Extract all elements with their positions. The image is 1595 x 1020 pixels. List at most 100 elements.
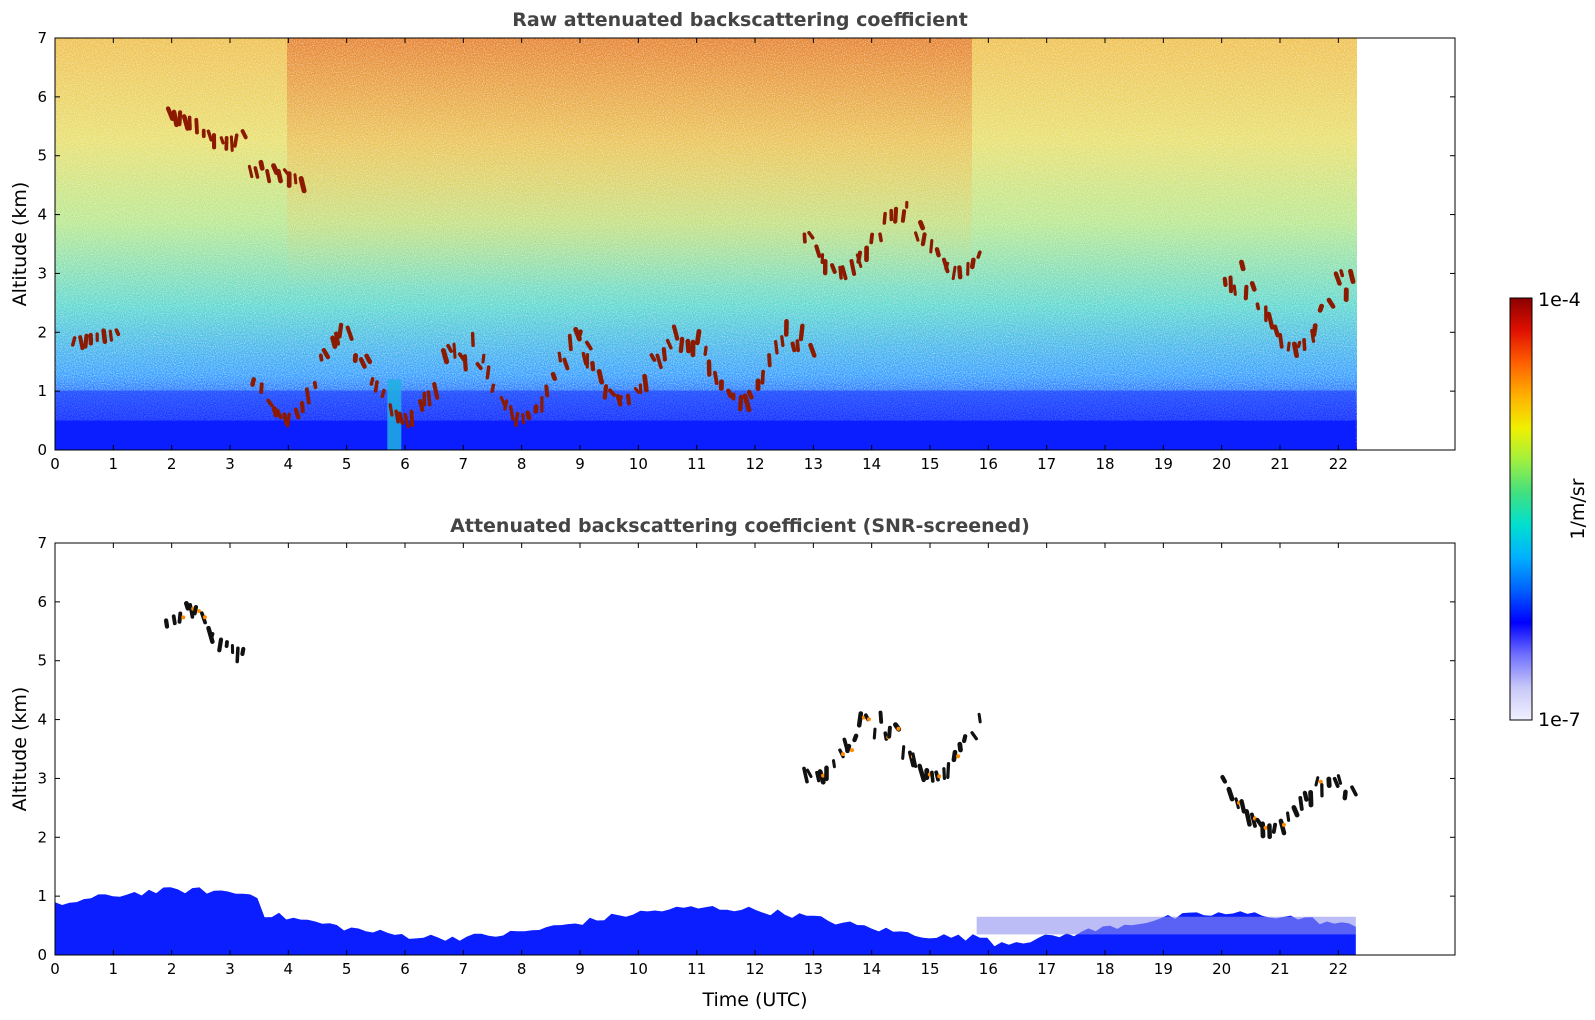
cloud-edge-point [850,748,854,753]
cloud-segment [1333,271,1342,286]
cloud-segment [713,370,719,386]
cloud-segment [1302,790,1309,802]
cloud-segment [171,109,179,128]
cloud-segment [1286,811,1291,822]
x-tick-label: 15 [920,960,939,978]
cloud-segment [671,324,680,341]
x-tick-label: 7 [459,455,469,473]
cloud-segment [661,347,667,362]
cloud-segment [233,133,239,148]
cloud-segment [108,329,114,342]
cloud-segment [856,250,863,264]
cloud-segment [409,409,415,427]
x-tick-label: 7 [459,960,469,978]
x-tick-label: 16 [979,455,998,473]
cloud-segment [485,365,491,380]
cloud-edge-point [821,773,826,778]
cloud-segment [388,403,394,417]
cloud-segment [380,388,386,399]
y-tick-label: 7 [37,534,47,552]
colorbar-gradient [1509,297,1533,721]
cloud-segment [299,400,305,414]
colorbar: 1e-4 1e-7 1/m/sr [1509,289,1589,731]
cloud-segment [503,399,509,411]
cloud-segment [838,265,843,280]
cloud-segment [957,741,963,753]
y-tick-label: 0 [37,946,47,964]
x-tick-label: 14 [862,960,881,978]
cloud-segment [805,768,813,779]
cloud-segment [475,361,483,371]
cloud-segment [1291,805,1300,818]
cloud-segment [163,618,170,629]
cloud-segment [887,725,892,739]
cloud-segment [815,770,821,783]
cloud-segment [271,406,279,418]
x-tick-label: 6 [400,960,410,978]
x-tick-label: 9 [575,960,585,978]
cloud-segment [286,412,291,428]
cloud-segment [581,351,588,366]
y-tick-label: 6 [37,88,47,106]
cloud-segment [1249,812,1257,828]
boundary-layer [55,887,1356,955]
cloud-segment [181,114,190,131]
cloud-segment [364,353,373,365]
cloud-segment [1222,276,1228,288]
y-tick-label: 7 [37,29,47,47]
cloud-segment [219,136,225,145]
cloud-segment [911,752,918,768]
cloud-segment [240,129,248,140]
x-tick-label: 8 [517,960,527,978]
cloud-segment [649,353,657,362]
cloud-segment [481,353,486,364]
cloud-segment [258,159,265,171]
y-tick-label: 6 [37,593,47,611]
chart-title-screened: Attenuated backscattering coefficient (S… [450,515,1030,537]
cloud-segment [946,762,951,779]
cloud-edge-point [937,774,942,779]
boundary-layer-faint [976,916,1356,935]
cloud-segment [900,209,907,223]
y-tick-label: 1 [37,382,47,400]
cloud-segment [633,386,641,394]
cloud-segment [1239,799,1247,814]
cloud-segment [883,731,889,741]
cloud-segment [1348,268,1356,284]
x-tick-label: 4 [284,960,294,978]
cloud-segment [1326,297,1336,309]
cloud-segment [814,244,822,258]
x-tick-label: 13 [804,960,823,978]
cloud-segment [247,164,254,179]
cloud-segment [266,398,274,408]
cloud-segment [1286,341,1291,352]
cloud-segment [1243,284,1249,301]
cloud-segment [767,353,772,368]
cloud-segment [914,231,920,242]
cloud-segment [808,342,817,358]
cloud-segment [951,749,958,763]
cloud-segment [83,333,89,349]
cloud-segment [1296,340,1302,349]
cloud-segment [802,766,809,784]
cloud-segment [304,387,311,405]
cloud-segment [1226,786,1235,802]
x-tick-label: 10 [629,455,648,473]
cloud-segment [918,219,926,231]
x-tick-label: 1 [109,960,119,978]
cloud-segment [746,389,754,400]
cloud-segment [521,413,526,425]
precipitation-streak [387,379,402,450]
cloud-segment [951,265,957,281]
cloud-segment [184,601,191,611]
cloud-segment [337,322,344,339]
cloud-edge-point [1263,825,1268,830]
cloud-segment [394,409,400,424]
x-tick-label: 12 [745,960,764,978]
x-tick-label: 22 [1329,960,1348,978]
cloud-segment [432,381,440,400]
cloud-segment [462,354,468,372]
cloud-segment [209,632,215,641]
cloud-segment [1350,785,1358,797]
